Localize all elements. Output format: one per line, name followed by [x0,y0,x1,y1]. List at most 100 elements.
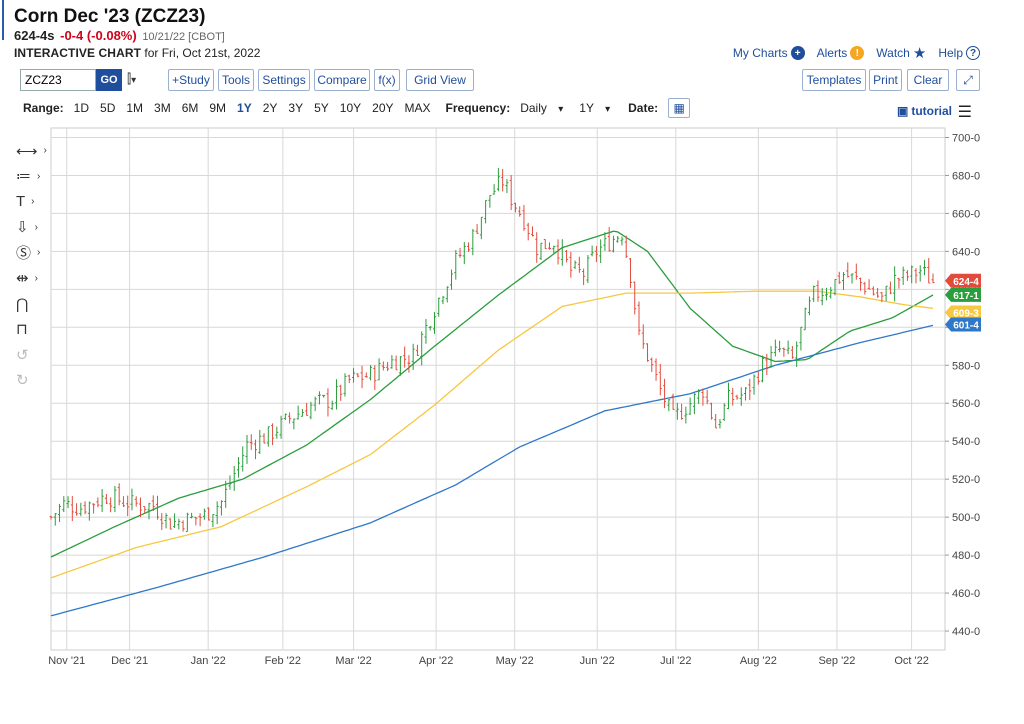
help-link[interactable]: Help ? [938,44,980,62]
lock-icon[interactable]: ⊓ [16,321,28,339]
ohlc-bar [343,373,347,397]
x-tick-label: Mar '22 [335,655,371,667]
ohlc-bar [364,372,368,378]
range-option[interactable]: MAX [404,101,431,115]
ohlc-bar [96,497,100,508]
tutorial-link[interactable]: ▣ tutorial [897,104,952,118]
ohlc-bar [356,373,360,378]
ohlc-bar [219,500,223,516]
go-button[interactable]: GO [96,69,122,91]
range-option[interactable]: 20Y [372,101,394,115]
ohlc-bar [611,235,615,253]
range-option[interactable]: 2Y [262,101,278,115]
templates-button[interactable]: Templates [802,69,866,91]
ohlc-bar [249,434,253,450]
ohlc-bar [334,379,338,410]
magnet-icon[interactable]: ⋂ [16,295,29,313]
ohlc-bar [624,235,628,258]
ohlc-bar [893,266,897,302]
ohlc-bar [87,501,91,521]
ohlc-bar [279,415,283,439]
range-option[interactable]: 5Y [314,101,329,115]
range-option[interactable]: 3Y [288,101,304,115]
ohlc-bar [492,184,496,195]
ohlc-bar [871,286,875,296]
dollar-tool-icon[interactable]: Ⓢ › [16,245,41,263]
undo-icon[interactable]: ↺ [16,346,29,364]
ohlc-bar [441,295,445,305]
chart-subtitle: INTERACTIVE CHART for Fri, Oct 21st, 202… [14,46,260,60]
range-option[interactable]: 9M [209,101,227,115]
alerts-link[interactable]: Alerts ! [817,44,865,62]
range-option[interactable]: 1D [73,101,90,115]
ohlc-bar [156,495,160,520]
text-tool-icon[interactable]: T › [16,193,35,211]
ohlc-bar [121,496,125,508]
ohlc-bar [432,312,436,334]
ohlc-bar [859,277,863,291]
ohlc-bar [309,401,313,420]
measure-tool-icon[interactable]: ⇹ › [16,270,38,288]
period-select[interactable]: 1Y ▾ [579,101,610,115]
clear-button[interactable]: Clear [907,69,949,91]
symbol-input[interactable] [20,69,96,91]
range-option[interactable]: 1M [126,101,144,115]
price-tag-label: 617-1 [953,291,979,302]
ohlc-bar [799,326,803,351]
price-tag: 609-3 [945,305,981,320]
help-icon: ? [966,46,980,60]
frequency-select[interactable]: Daily ▾ [520,101,563,115]
grid-view-button[interactable]: Grid View [406,69,474,91]
bar-type-dropdown[interactable]: ⫿▾ [127,71,136,87]
ohlc-bar [168,518,172,530]
tools-button[interactable]: Tools [218,69,254,91]
fib-tool-icon[interactable]: ≔ › [16,168,41,186]
ohlc-bar [330,400,334,410]
x-tick-label: Jun '22 [580,655,615,667]
print-button[interactable]: Print [869,69,902,91]
ohlc-bar [62,496,66,513]
expand-icon[interactable]: ⤢ [956,69,980,91]
ohlc-bar [607,227,611,252]
range-option[interactable]: 6M [181,101,199,115]
redo-icon[interactable]: ↻ [16,372,29,390]
x-tick-label: Aug '22 [740,655,777,667]
ohlc-bar [552,245,556,254]
range-option[interactable]: 1Y [237,101,252,115]
ohlc-bar [194,516,198,526]
arrow-tool-icon[interactable]: ⇩ › [16,219,38,237]
x-tick-label: Apr '22 [419,655,454,667]
menu-icon[interactable]: ☰ [957,104,972,121]
ohlc-bar [398,356,402,376]
compare-button[interactable]: Compare [314,69,370,91]
my-charts-link[interactable]: My Charts + [733,44,805,62]
ohlc-bar [437,297,441,317]
ohlc-bar [428,325,432,331]
line-tool-icon[interactable]: ⟷ › [16,142,47,160]
range-option[interactable]: 10Y [339,101,362,115]
fx-button[interactable]: f(x) [374,69,400,91]
ohlc-bar [807,296,811,316]
drawing-toolbar: ⟷ › ≔ › T › ⇩ › Ⓢ › ⇹ › ⋂ ⊓ ↺ ↻ [16,138,48,393]
ohlc-bar [484,200,488,224]
ohlc-bar [705,389,709,405]
ohlc-bar [352,368,356,383]
ohlc-bar [709,402,713,420]
calendar-icon[interactable]: ▦ [668,98,691,118]
ohlc-bar [663,378,667,409]
ohlc-bar [650,357,654,373]
ohlc-bar [475,224,479,234]
range-option[interactable]: 3M [154,101,171,115]
ohlc-bar [313,396,317,412]
last-price: 624-4s [14,28,55,43]
my-charts-label: My Charts [732,46,788,60]
quote-line: 624-4s -0-4 (-0.08%) 10/21/22 [CBOT] [14,28,225,43]
ohlc-bar [254,439,258,460]
range-option[interactable]: 5D [100,101,116,115]
ohlc-bar [803,307,807,331]
watch-link[interactable]: Watch ★ [876,44,926,62]
settings-button[interactable]: Settings [258,69,310,91]
x-tick-label: Jan '22 [191,655,226,667]
study-button[interactable]: +Study [168,69,214,91]
